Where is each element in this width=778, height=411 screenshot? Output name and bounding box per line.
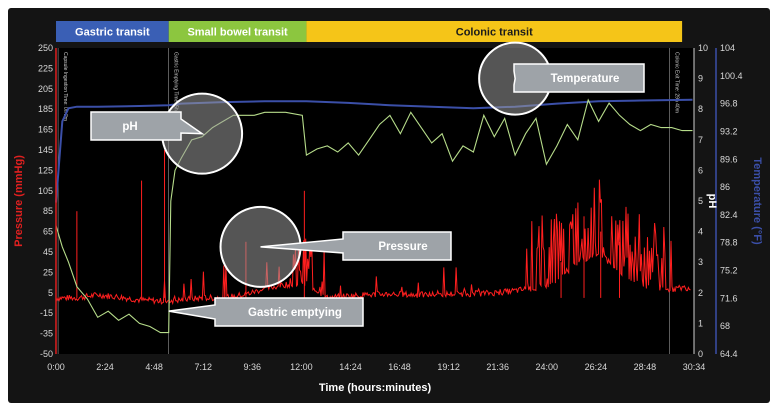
phase-label-gastric-transit: Gastric transit xyxy=(75,27,150,39)
x-tick: 21:36 xyxy=(486,362,509,372)
y-tick-ph: 6 xyxy=(698,165,703,175)
y-tick-pressure: 185 xyxy=(38,104,53,114)
event-marker-label: Gastric Emptying Time: 5h 30m xyxy=(173,52,179,122)
x-tick: 2:24 xyxy=(96,362,114,372)
y-tick-pressure: 205 xyxy=(38,84,53,94)
x-tick: 14:24 xyxy=(339,362,362,372)
callout-label-pressure: Pressure xyxy=(378,241,427,253)
y-tick-pressure: -35 xyxy=(40,329,53,339)
y-tick-ph: 10 xyxy=(698,43,708,53)
y-tick-pressure: -15 xyxy=(40,308,53,318)
ph-line xyxy=(55,98,693,334)
pressure-line xyxy=(55,179,691,306)
callout-label-ph: pH xyxy=(122,121,137,133)
y-tick-ph: 4 xyxy=(698,227,703,237)
y-tick-temperature: 89.6 xyxy=(720,154,738,164)
y-tick-temperature: 93.2 xyxy=(720,126,738,136)
pressure-axis-title: Pressure (mmHg) xyxy=(13,155,25,247)
ph-series xyxy=(55,98,693,334)
temperature-axis-title: Temperature (°F) xyxy=(751,157,763,245)
event-marker-label: Colonic Exit Time: 29h 40m xyxy=(674,52,680,113)
x-tick: 30:34 xyxy=(683,362,706,372)
y-tick-pressure: 225 xyxy=(38,63,53,73)
callout-box-gastric-emptying xyxy=(168,297,364,327)
axes: 250225205185165145125105856545255-15-35-… xyxy=(13,43,763,394)
x-tick: 16:48 xyxy=(388,362,411,372)
phase-label-colonic-transit: Colonic transit xyxy=(456,27,533,39)
y-tick-pressure: 125 xyxy=(38,165,53,175)
y-tick-temperature: 82.4 xyxy=(720,210,738,220)
plot-area xyxy=(56,48,694,354)
y-tick-temperature: 78.8 xyxy=(720,238,738,248)
y-tick-pressure: -50 xyxy=(40,349,53,359)
callout-box-ph xyxy=(90,111,205,141)
event-marker-label: Capsule Ingestion Time: 0h 2m xyxy=(62,52,68,121)
y-tick-pressure: 85 xyxy=(43,206,53,216)
y-tick-pressure: 45 xyxy=(43,247,53,257)
y-tick-temperature: 100.4 xyxy=(720,71,743,81)
callout-box-temperature xyxy=(513,63,645,93)
x-tick: 4:48 xyxy=(145,362,163,372)
y-tick-ph: 3 xyxy=(698,257,703,267)
x-tick: 7:12 xyxy=(194,362,212,372)
callouts: pH Temperature Pressure Gastric emptying xyxy=(90,41,645,327)
ph-axis-title: pH xyxy=(706,194,718,209)
phase-band-small-bowel-transit xyxy=(168,21,307,42)
callout-box-pressure xyxy=(260,231,452,261)
y-tick-pressure: 5 xyxy=(48,288,53,298)
y-tick-ph: 1 xyxy=(698,318,703,328)
x-tick: 28:48 xyxy=(634,362,657,372)
y-tick-temperature: 71.6 xyxy=(720,293,738,303)
y-tick-pressure: 165 xyxy=(38,125,53,135)
callout-label-gastric-emptying: Gastric emptying xyxy=(248,307,342,319)
y-tick-ph: 5 xyxy=(698,196,703,206)
transit-chart: Gastric transit Small bowel transit Coloni… xyxy=(13,21,763,394)
y-tick-temperature: 96.8 xyxy=(720,99,738,109)
x-tick: 0:00 xyxy=(47,362,65,372)
y-tick-temperature: 64.4 xyxy=(720,349,738,359)
chart-frame: Gastric transit Small bowel transit Coloni… xyxy=(8,8,770,403)
y-tick-temperature: 86 xyxy=(720,182,730,192)
temperature-series xyxy=(55,98,693,203)
y-tick-pressure: 65 xyxy=(43,227,53,237)
phase-band-gastric-transit xyxy=(56,21,169,42)
phase-bands: Gastric transit Small bowel transit Coloni… xyxy=(56,21,683,42)
y-tick-pressure: 145 xyxy=(38,145,53,155)
x-tick: 9:36 xyxy=(244,362,262,372)
phase-label-small-bowel-transit: Small bowel transit xyxy=(187,27,288,39)
x-axis-title: Time (hours:minutes) xyxy=(319,382,432,394)
x-tick: 12:00 xyxy=(290,362,313,372)
y-tick-pressure: 250 xyxy=(38,43,53,53)
x-tick: 24:00 xyxy=(536,362,559,372)
x-tick: 26:24 xyxy=(585,362,608,372)
y-tick-ph: 2 xyxy=(698,288,703,298)
temperature-line xyxy=(55,98,693,203)
callout-label-temperature: Temperature xyxy=(551,73,620,85)
y-tick-ph: 8 xyxy=(698,104,703,114)
y-tick-temperature: 68 xyxy=(720,321,730,331)
y-tick-ph: 0 xyxy=(698,349,703,359)
x-tick: 19:12 xyxy=(437,362,460,372)
y-tick-temperature: 75.2 xyxy=(720,266,738,276)
y-tick-pressure: 25 xyxy=(43,267,53,277)
y-tick-ph: 7 xyxy=(698,135,703,145)
y-tick-pressure: 105 xyxy=(38,186,53,196)
phase-band-colonic-transit xyxy=(306,21,683,42)
event-markers: Capsule Ingestion Time: 0h 2m Gastric Emp… xyxy=(57,48,680,354)
y-tick-ph: 9 xyxy=(698,74,703,84)
y-tick-temperature: 104 xyxy=(720,43,735,53)
